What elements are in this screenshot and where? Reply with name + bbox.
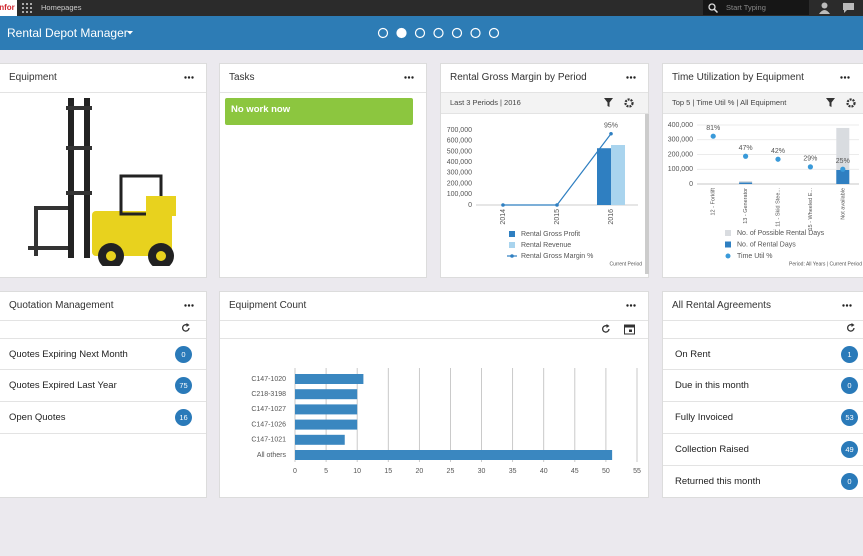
search-icon — [708, 3, 718, 13]
equipment-image — [28, 98, 176, 266]
page-dot[interactable] — [488, 27, 500, 39]
list-row[interactable]: Fully Invoiced 53 — [663, 402, 863, 434]
count-badge: 1 — [841, 346, 858, 363]
count-badge: 0 — [175, 346, 192, 363]
card-title: Equipment Count — [229, 300, 307, 311]
search-placeholder: Start Typing — [726, 3, 766, 12]
count-badge: 75 — [175, 377, 192, 394]
row-label: Open Quotes — [9, 412, 66, 423]
refresh-icon[interactable] — [601, 324, 611, 334]
quotation-card: Quotation Management Quotes Expiring Nex… — [0, 291, 207, 498]
chart-subheader: Last 3 Periods | 2016 — [441, 93, 648, 114]
page-dot[interactable] — [396, 27, 407, 39]
count-badge: 49 — [841, 441, 858, 458]
chart-subtitle: Top 5 | Time Util % | All Equipment — [672, 98, 787, 107]
tasks-card: Tasks No work now — [219, 63, 427, 278]
time-utilization-card: Time Utilization by Equipment Top 5 | Ti… — [662, 63, 863, 278]
row-label: Fully Invoiced — [675, 412, 734, 423]
list-row[interactable]: Quotes Expiring Next Month 0 — [0, 338, 206, 370]
card-title: Equipment — [9, 72, 57, 83]
row-label: Quotes Expiring Next Month — [9, 349, 128, 360]
page-dot[interactable] — [433, 27, 444, 39]
card-title: Time Utilization by Equipment — [672, 72, 804, 83]
apps-icon[interactable] — [22, 3, 32, 13]
card-header: Quotation Management — [0, 292, 206, 321]
list-row[interactable]: On Rent 1 — [663, 338, 863, 370]
count-badge: 16 — [175, 409, 192, 426]
task-message: No work now — [225, 98, 413, 125]
menu-icon[interactable] — [626, 76, 636, 79]
menu-icon[interactable] — [842, 304, 852, 307]
chart-toolbar — [220, 321, 648, 339]
chart-subtitle: Last 3 Periods | 2016 — [450, 98, 521, 107]
top-bar: infor Homepages Start Typing — [0, 0, 863, 16]
row-label: Collection Raised — [675, 444, 749, 455]
row-label: On Rent — [675, 349, 711, 360]
chart-subheader: Top 5 | Time Util % | All Equipment — [663, 93, 863, 114]
list-row[interactable]: Returned this month 0 — [663, 466, 863, 498]
card-title: Quotation Management — [9, 300, 114, 311]
row-label: Due in this month — [675, 380, 749, 391]
rental-gross-margin-card: Rental Gross Margin by Period Last 3 Per… — [440, 63, 649, 278]
rental-agreements-card: All Rental Agreements On Rent 1 Due in th… — [662, 291, 863, 498]
menu-icon[interactable] — [184, 304, 194, 307]
page-dot[interactable] — [414, 27, 426, 39]
card-header: Tasks — [220, 64, 426, 93]
card-title: All Rental Agreements — [672, 300, 771, 311]
settings-icon[interactable] — [846, 98, 856, 108]
list-row[interactable]: Due in this month 0 — [663, 370, 863, 402]
card-header: Time Utilization by Equipment — [663, 64, 863, 93]
logo[interactable]: infor — [0, 0, 17, 16]
page-title[interactable]: Rental Depot Manager — [7, 26, 128, 40]
page-dot[interactable] — [470, 27, 481, 39]
count-badge: 0 — [841, 377, 858, 394]
scrollbar[interactable] — [645, 114, 649, 274]
card-header: Equipment — [0, 64, 206, 93]
chart-tools — [826, 98, 856, 108]
calendar-icon[interactable] — [624, 324, 635, 335]
count-badge: 53 — [841, 409, 858, 426]
chat-icon[interactable] — [843, 3, 854, 13]
search-box[interactable]: Start Typing — [703, 0, 809, 15]
filter-icon[interactable] — [604, 98, 613, 107]
row-label: Quotes Expired Last Year — [9, 380, 117, 391]
filter-icon[interactable] — [826, 98, 835, 107]
user-icon[interactable] — [819, 2, 830, 14]
card-header: Equipment Count — [220, 292, 648, 321]
menu-icon[interactable] — [404, 76, 414, 79]
equipment-card: Equipment — [0, 63, 207, 278]
menu-icon[interactable] — [840, 76, 850, 79]
page-dot[interactable] — [377, 27, 389, 39]
refresh-icon[interactable] — [846, 323, 856, 333]
row-label: Returned this month — [675, 476, 761, 487]
page-indicator — [377, 27, 500, 39]
equipment-count-card: Equipment Count — [219, 291, 649, 498]
refresh-icon[interactable] — [181, 323, 191, 333]
homepages-link[interactable]: Homepages — [41, 3, 82, 12]
chart-tools — [604, 98, 634, 108]
settings-icon[interactable] — [624, 98, 634, 108]
card-header: Rental Gross Margin by Period — [441, 64, 648, 93]
card-title: Rental Gross Margin by Period — [450, 72, 587, 83]
list-row[interactable]: Quotes Expired Last Year 75 — [0, 370, 206, 402]
header-bar: Rental Depot Manager — [0, 16, 863, 50]
card-title: Tasks — [229, 72, 255, 83]
count-badge: 0 — [841, 473, 858, 490]
card-header: All Rental Agreements — [663, 292, 863, 321]
title-caret[interactable] — [127, 31, 133, 35]
page-dot[interactable] — [451, 27, 463, 39]
menu-icon[interactable] — [184, 76, 194, 79]
list-row[interactable]: Collection Raised 49 — [663, 434, 863, 466]
menu-icon[interactable] — [626, 304, 636, 307]
list-row[interactable]: Open Quotes 16 — [0, 402, 206, 434]
